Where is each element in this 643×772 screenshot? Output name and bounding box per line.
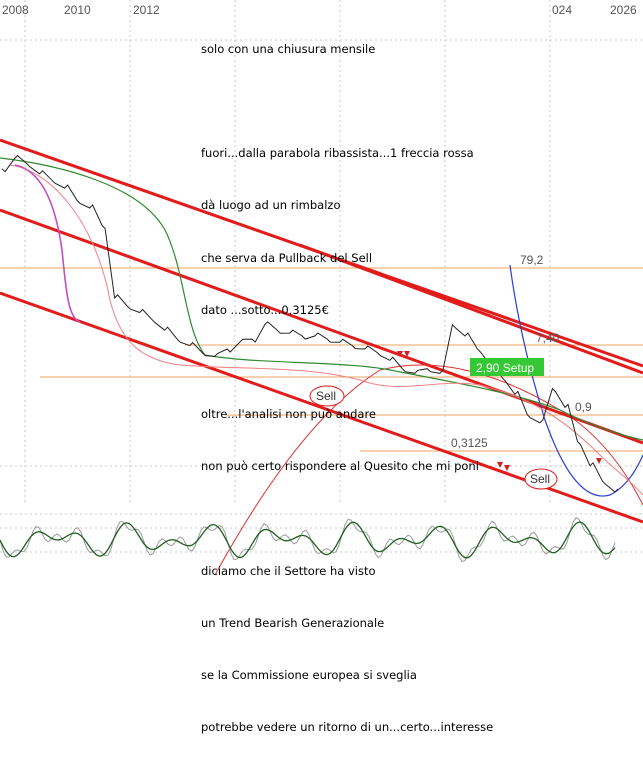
x-axis: 2008 2010 2012 024 2026 <box>2 3 637 17</box>
x-tick-label: 2008 <box>2 3 29 17</box>
annotation-line: solo con una chiusura mensile <box>201 41 376 56</box>
price-chart: 2008 2010 2012 024 2026 <box>0 0 643 576</box>
sell-circle <box>309 385 345 407</box>
annotation-line: dato ...sotto...0,3125€ <box>201 302 329 317</box>
annotation-line: fuori...dalla parabola ribassista...1 fr… <box>201 146 474 161</box>
grid <box>0 0 643 553</box>
x-tick-label: 2012 <box>133 3 160 17</box>
rising-arc <box>214 364 643 576</box>
arrow-down-icon <box>497 462 503 468</box>
sell-marker: Sell <box>309 385 345 407</box>
sell-circle <box>524 468 558 490</box>
chart-area: 2008 2010 2012 024 2026 <box>0 0 643 734</box>
annotation-line: potrebbe vedere un ritorno di un...certo… <box>201 720 494 735</box>
oscillator-panel <box>0 517 616 563</box>
ma-short <box>9 164 643 496</box>
sell-label: Sell <box>316 389 336 403</box>
ma-long <box>0 157 643 441</box>
price-label: 7,40 <box>536 331 560 345</box>
arrow-down-icon <box>397 351 403 357</box>
ma-fast <box>14 164 81 323</box>
annotation-line <box>201 354 541 371</box>
sell-label: Sell <box>530 472 550 486</box>
bearish-parabola <box>509 264 643 497</box>
price-labels: 79,2 7,40 0,9 0,3125 <box>451 253 592 450</box>
channel-line <box>0 208 643 445</box>
setup-box <box>470 358 544 376</box>
annotation-line: un Trend Bearish Generazionale <box>201 616 385 631</box>
annotation-line: dà luogo ad un rimbalzo <box>201 198 341 213</box>
oscillator-signal <box>0 517 616 563</box>
channel-line <box>299 243 643 375</box>
annotation-line: oltre...l'analisi non può andare <box>201 407 377 422</box>
annotation-line: che serva da Pullback del Sell <box>201 250 373 265</box>
arrow-down-icon <box>596 458 602 464</box>
price-series <box>1 154 619 493</box>
x-tick-label: 2026 <box>610 3 637 17</box>
annotation-line: diciamo che il Settore ha visto <box>201 563 376 578</box>
arrow-down-icon <box>404 351 410 357</box>
sell-arrows <box>397 351 602 471</box>
annotation-line: non può certo rispondere al Quesito che … <box>201 459 479 474</box>
oscillator-main <box>0 521 616 559</box>
setup-label: 2,90 Setup <box>476 361 534 375</box>
setup-marker: 2,90 Setup <box>470 358 544 376</box>
annotation-line: se la Commissione europea si sveglia <box>201 668 417 683</box>
price-label: 0,3125 <box>451 436 488 450</box>
annotation-text: solo con una chiusura mensile fuori...da… <box>201 6 541 772</box>
arrow-down-icon <box>504 465 510 471</box>
price-label: 0,9 <box>575 400 592 414</box>
price-label: 79,2 <box>520 253 544 267</box>
annotation-line <box>201 511 541 528</box>
x-tick-label: 2010 <box>64 3 91 17</box>
x-tick-label: 024 <box>552 3 572 17</box>
sell-marker: Sell <box>524 468 558 490</box>
annotation-line <box>201 93 541 110</box>
